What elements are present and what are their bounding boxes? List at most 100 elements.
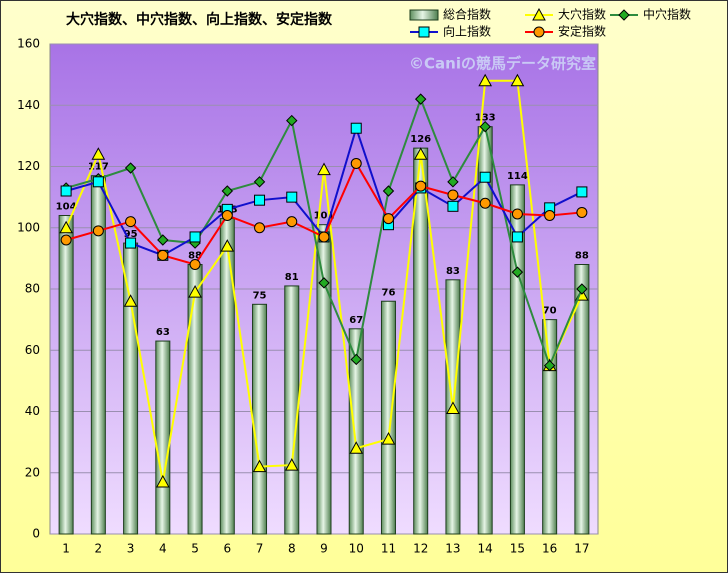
marker bbox=[286, 114, 298, 127]
marker bbox=[576, 283, 588, 295]
marker bbox=[447, 200, 459, 212]
x-tick-label: 11 bbox=[381, 542, 396, 556]
bar bbox=[316, 224, 332, 535]
data-label: 104 bbox=[56, 202, 77, 213]
x-tick-label: 9 bbox=[320, 542, 328, 556]
x-tick-label: 7 bbox=[256, 542, 264, 556]
data-label: 101 bbox=[314, 211, 335, 222]
data-label: 114 bbox=[507, 171, 528, 182]
marker bbox=[576, 206, 588, 218]
marker bbox=[349, 441, 364, 454]
marker bbox=[91, 147, 106, 160]
marker bbox=[543, 359, 556, 372]
y-tick-label: 0 bbox=[32, 527, 40, 541]
data-label: 81 bbox=[285, 272, 299, 283]
marker bbox=[60, 234, 72, 246]
marker bbox=[381, 432, 396, 445]
x-tick-label: 5 bbox=[191, 542, 199, 556]
marker bbox=[413, 147, 428, 160]
bar bbox=[574, 264, 590, 535]
data-label: 133 bbox=[475, 113, 496, 124]
marker bbox=[189, 231, 201, 243]
x-tick-label: 17 bbox=[574, 542, 589, 556]
bar bbox=[348, 328, 364, 535]
marker bbox=[253, 176, 266, 188]
marker bbox=[92, 225, 104, 237]
y-tick-label: 20 bbox=[25, 465, 40, 479]
y-tick-label: 60 bbox=[25, 343, 40, 357]
marker bbox=[318, 231, 330, 243]
marker bbox=[478, 73, 493, 87]
data-label: 67 bbox=[349, 315, 363, 326]
bar bbox=[284, 285, 300, 535]
marker bbox=[511, 266, 524, 278]
marker bbox=[221, 210, 233, 221]
marker bbox=[382, 185, 395, 197]
marker bbox=[447, 189, 459, 201]
legend-label: 中穴指数 bbox=[643, 7, 691, 22]
data-label: 75 bbox=[253, 290, 267, 301]
marker bbox=[92, 176, 104, 188]
marker bbox=[511, 208, 523, 220]
marker bbox=[125, 237, 137, 249]
x-tick-label: 3 bbox=[127, 542, 135, 556]
data-label: 70 bbox=[543, 306, 557, 317]
marker bbox=[59, 220, 73, 234]
legend-swatch bbox=[409, 9, 439, 21]
marker bbox=[317, 162, 331, 176]
watermark: ©Caniの競馬データ研究室 bbox=[409, 55, 596, 73]
chart-title: 大穴指数、中穴指数、向上指数、安定指数 bbox=[66, 11, 333, 28]
x-tick-label: 2 bbox=[95, 542, 103, 556]
bar bbox=[187, 264, 203, 535]
marker bbox=[510, 73, 525, 87]
marker bbox=[284, 458, 299, 471]
x-tick-label: 4 bbox=[159, 542, 167, 556]
marker bbox=[286, 191, 298, 203]
y-tick-label: 160 bbox=[17, 37, 40, 51]
marker bbox=[220, 239, 235, 252]
bar bbox=[380, 300, 396, 535]
marker bbox=[532, 7, 546, 21]
marker bbox=[254, 222, 266, 234]
marker bbox=[157, 234, 169, 246]
data-label: 76 bbox=[382, 287, 396, 298]
marker bbox=[479, 171, 491, 183]
marker bbox=[155, 474, 170, 488]
bar bbox=[58, 215, 74, 535]
marker bbox=[125, 216, 137, 228]
marker bbox=[479, 197, 491, 209]
bar bbox=[219, 218, 235, 535]
data-label: 95 bbox=[124, 229, 138, 240]
bar bbox=[155, 340, 171, 535]
marker bbox=[382, 213, 394, 225]
x-tick-label: 14 bbox=[478, 542, 493, 556]
marker bbox=[350, 157, 362, 169]
legend-label: 総合指数 bbox=[443, 7, 491, 22]
marker bbox=[188, 285, 202, 298]
legend-label: 向上指数 bbox=[443, 24, 491, 39]
bar bbox=[123, 242, 139, 535]
marker bbox=[318, 277, 330, 289]
marker bbox=[533, 26, 545, 38]
marker bbox=[60, 185, 72, 197]
marker bbox=[221, 185, 234, 197]
marker bbox=[618, 9, 630, 21]
marker bbox=[124, 162, 137, 174]
x-tick-label: 1 bbox=[62, 542, 70, 556]
data-label: 117 bbox=[88, 162, 109, 173]
marker bbox=[418, 26, 430, 38]
marker bbox=[479, 120, 491, 133]
y-tick-label: 100 bbox=[17, 220, 40, 234]
marker bbox=[576, 186, 588, 198]
x-tick-label: 13 bbox=[445, 542, 460, 556]
data-label: 88 bbox=[188, 251, 202, 262]
y-tick-label: 40 bbox=[25, 404, 40, 418]
marker bbox=[286, 216, 298, 228]
marker bbox=[511, 231, 523, 243]
marker bbox=[254, 194, 266, 206]
y-tick-label: 120 bbox=[17, 159, 40, 173]
marker bbox=[350, 122, 362, 134]
x-tick-label: 10 bbox=[349, 542, 364, 556]
legend-label: 大穴指数 bbox=[558, 7, 606, 22]
